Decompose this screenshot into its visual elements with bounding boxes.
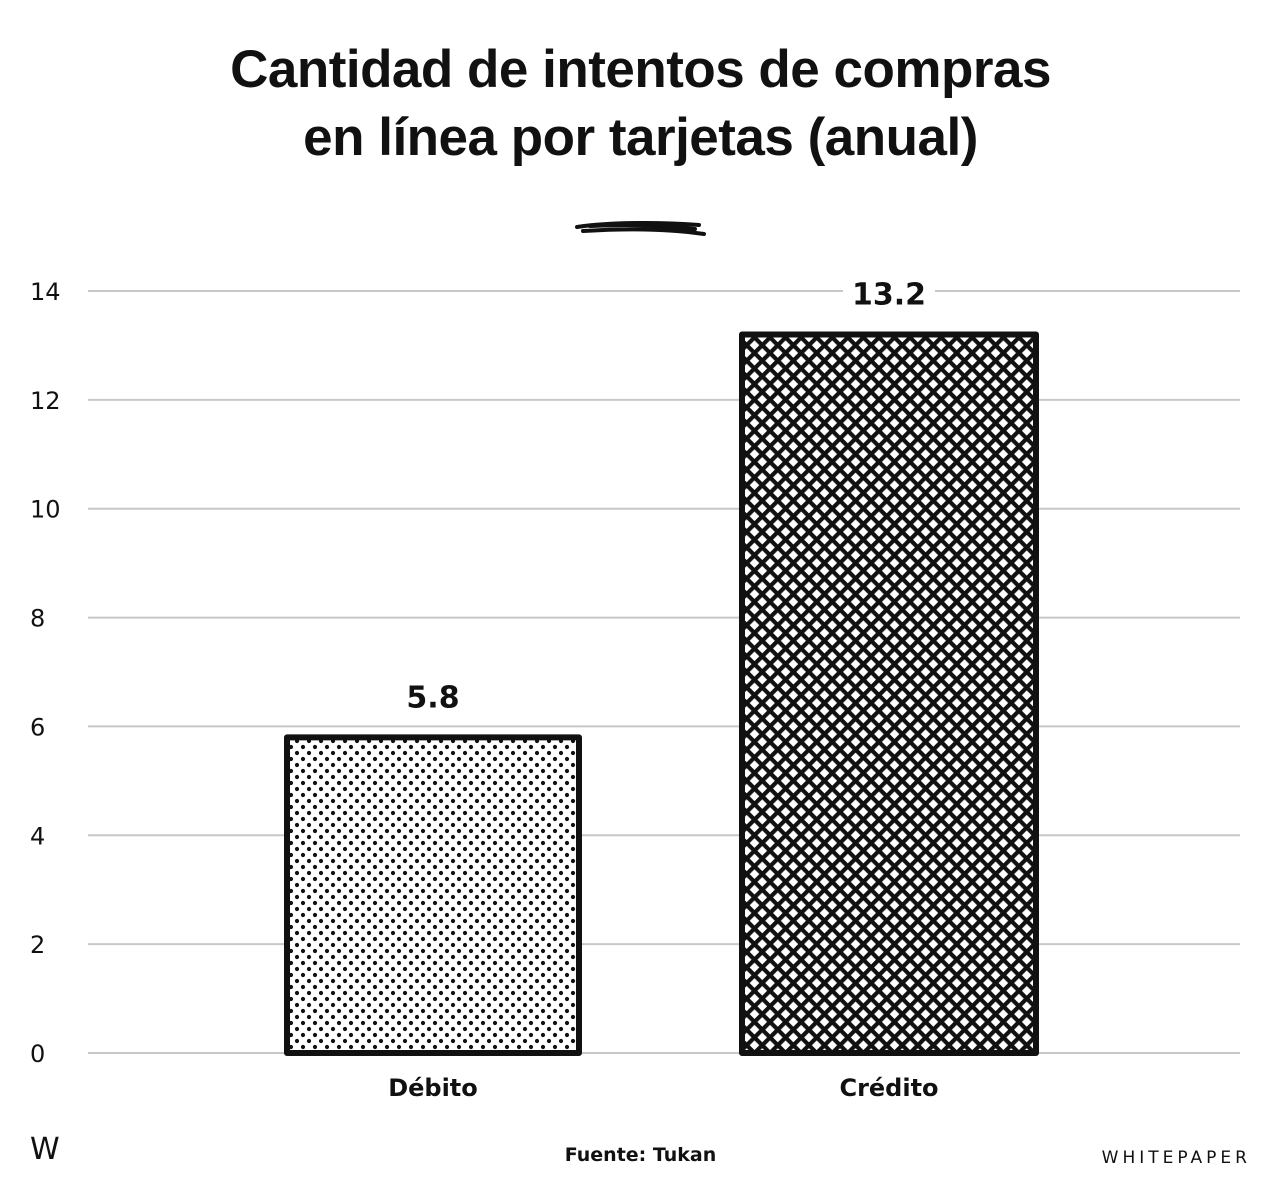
- x-tick-label-debito: Débito: [388, 1074, 478, 1102]
- title-underline-decoration: [575, 220, 706, 236]
- brand-name: WHITEPAPER: [1101, 1148, 1251, 1168]
- y-tick-label-6: 6: [30, 713, 45, 741]
- bar-debito: [284, 734, 582, 1056]
- y-tick-label-8: 8: [30, 605, 45, 633]
- grid-lines: [88, 290, 1240, 1054]
- x-axis-tick-labels: Débito Crédito: [388, 1074, 938, 1102]
- value-label-background: [395, 681, 471, 718]
- y-axis-tick-labels: 0 2 4 6 8 10 12 14: [30, 278, 61, 1068]
- value-label-background: [843, 278, 935, 315]
- value-label-credito: 13.2: [852, 278, 926, 313]
- value-label-debito: 5.8: [406, 680, 459, 715]
- whitepaper-logo: W: [30, 1132, 60, 1167]
- y-tick-label-14: 14: [30, 278, 61, 306]
- y-tick-label-0: 0: [30, 1040, 45, 1068]
- bar-credito: [739, 331, 1039, 1056]
- y-tick-label-12: 12: [30, 387, 61, 415]
- x-tick-label-credito: Crédito: [839, 1074, 938, 1102]
- bars: [284, 331, 1039, 1056]
- y-tick-label-2: 2: [30, 931, 45, 959]
- chart-title-line-2: en línea por tarjetas (anual): [303, 108, 978, 167]
- y-tick-label-10: 10: [30, 496, 61, 524]
- source-note: Fuente: Tukan: [564, 1144, 717, 1166]
- y-tick-label-4: 4: [30, 822, 45, 850]
- bar-value-labels: 5.8 13.2: [395, 278, 935, 718]
- chart-title: Cantidad de intentos de compras en línea…: [0, 36, 1281, 172]
- chart-title-line-1: Cantidad de intentos de compras: [230, 40, 1051, 99]
